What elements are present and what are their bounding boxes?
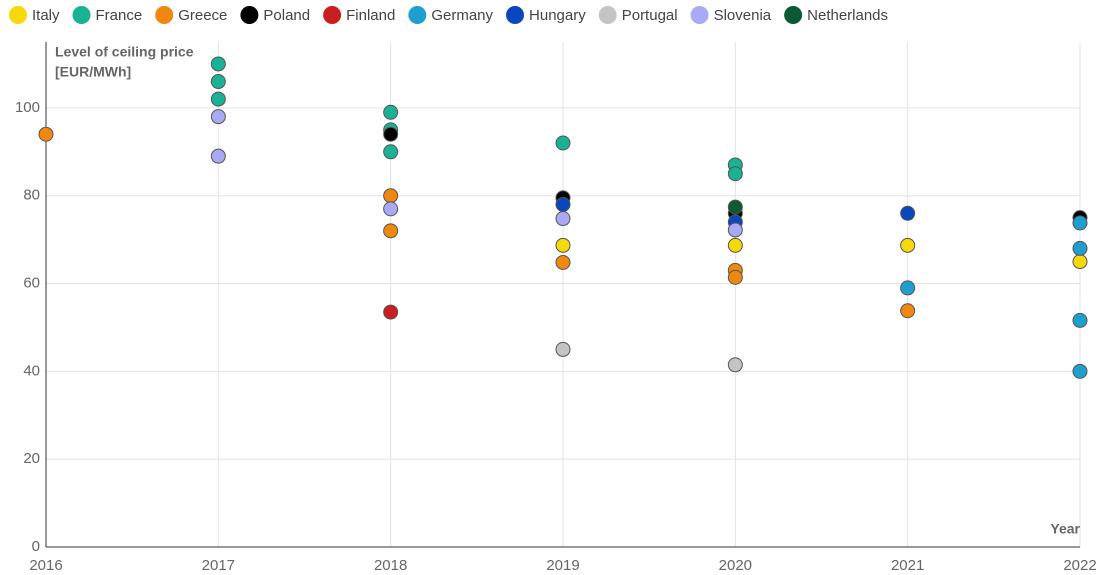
point [1072,312,1088,328]
y-tick-label: 0 [32,538,40,555]
point [727,237,743,253]
point [727,357,743,373]
point [555,254,571,270]
legend-marker [155,6,174,24]
legend-label: Slovenia [714,7,772,24]
y-tick-label: 60 [23,274,40,291]
point [383,144,399,160]
point [555,211,571,227]
point [900,280,916,296]
legend-marker [240,6,259,24]
x-tick-label: 2017 [202,557,235,574]
point [555,341,571,357]
legend-marker [598,6,617,24]
point [555,135,571,151]
legend-label: Greece [178,7,227,24]
legend-marker [408,6,427,24]
point [900,303,916,319]
legend: Italy France Greece Poland Finland Germany Hun… [9,6,888,24]
point [555,237,571,253]
y-tick-label: 40 [23,362,40,379]
point [210,56,226,72]
y-axis-title: Level of ceiling price [55,44,194,60]
point [210,109,226,125]
grid [45,42,1081,548]
y-axis-title: [EUR/MWh] [55,64,131,80]
x-tick-label: 2019 [546,557,579,574]
point [210,91,226,107]
x-tick-label: 2020 [719,557,752,574]
point [555,196,571,212]
point [383,126,399,142]
point [383,188,399,204]
point [900,205,916,221]
legend-label: Netherlands [807,7,888,24]
point [727,199,743,215]
legend-label: Hungary [529,7,586,24]
legend-label: Italy [32,7,60,24]
x-tick-label: 2021 [891,557,924,574]
point [383,104,399,120]
legend-label: Portugal [622,7,678,24]
legend-marker [72,6,91,24]
point [1072,363,1088,379]
point [383,223,399,239]
point [210,74,226,90]
y-tick-label: 100 [15,99,40,116]
point [1072,254,1088,270]
point [38,126,54,142]
point [383,201,399,217]
point [900,237,916,253]
point [383,304,399,320]
point [1072,215,1088,231]
legend-marker [323,6,342,24]
x-tick-label: 2018 [374,557,407,574]
x-tick-label: 2022 [1063,557,1096,574]
point [1072,240,1088,256]
legend-label: Germany [431,7,493,24]
legend-marker [690,6,709,24]
point [210,148,226,164]
x-tick-label: 2016 [29,557,62,574]
legend-label: Finland [346,7,395,24]
legend-marker [784,6,803,24]
point [727,166,743,182]
legend-label: Poland [263,7,310,24]
point [727,222,743,238]
point [727,269,743,285]
legend-label: France [96,7,143,24]
y-tick-label: 80 [23,187,40,204]
legend-marker [9,6,27,24]
legend-marker [506,6,525,24]
y-tick-label: 20 [23,450,40,467]
x-axis-title: Year [1050,521,1080,537]
